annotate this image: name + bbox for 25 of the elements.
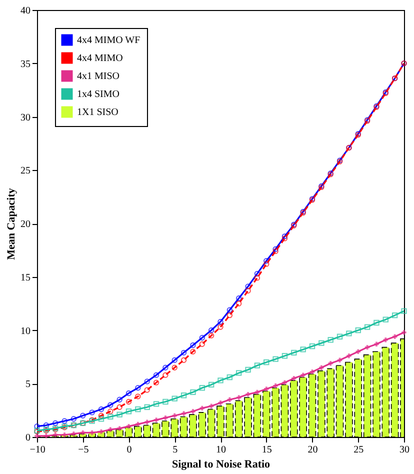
x-tick-label: 30 (400, 444, 410, 456)
x-tick-label: −5 (78, 444, 89, 456)
y-tick-label: 10 (20, 326, 30, 337)
y-axis-title: Mean Capacity (6, 188, 18, 260)
y-tick-label: 5 (26, 379, 30, 390)
x-tick-label: 5 (172, 444, 178, 456)
y-tick-label: 15 (20, 272, 30, 284)
y-tick-label: 35 (20, 58, 30, 70)
x-tick-label: 10 (216, 444, 226, 456)
legend-label: 1x4 SIMO (77, 89, 120, 100)
x-tick-label: 15 (262, 444, 272, 456)
y-tick-label: 20 (20, 219, 30, 230)
y-tick-label: 40 (20, 6, 30, 16)
x-axis-title: Signal to Noise Ratio (172, 458, 271, 470)
x-tick-label: 25 (354, 444, 364, 456)
x-tick-label: −10 (30, 444, 46, 456)
x-tick-label: 20 (308, 444, 318, 456)
legend-label: 4x4 MIMO (77, 53, 123, 64)
y-tick-label: 30 (20, 112, 30, 124)
legend-label: 1X1 SISO (77, 107, 118, 118)
x-tick-label: 0 (126, 444, 132, 456)
y-tick-label: 25 (20, 166, 30, 177)
y-tick-label: 0 (26, 432, 30, 444)
legend-label: 4x4 MIMO WF (77, 35, 141, 46)
legend-label: 4x1 MISO (77, 71, 120, 82)
